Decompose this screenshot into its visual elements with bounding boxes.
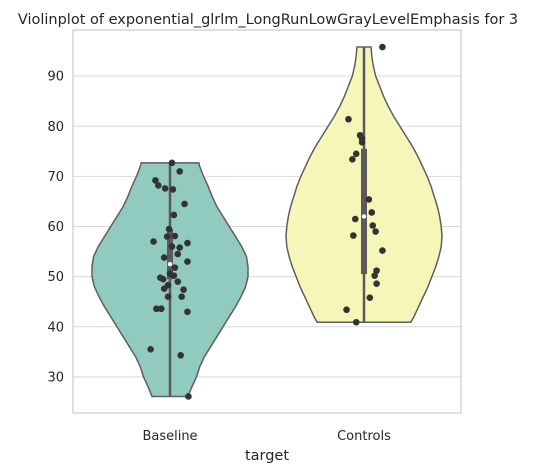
data-point — [184, 239, 191, 247]
data-point — [379, 43, 386, 51]
data-point — [171, 232, 179, 240]
y-tick-label: 60 — [47, 220, 64, 235]
data-point — [163, 233, 171, 240]
y-tick-labels: 30 40 50 60 70 80 90 — [47, 70, 64, 386]
x-tick-labels: Baseline Controls — [142, 429, 391, 444]
data-point — [168, 159, 176, 167]
data-point — [368, 209, 376, 216]
data-point — [373, 267, 380, 274]
data-point — [152, 177, 159, 184]
data-point — [181, 200, 188, 208]
plot-frame — [72, 29, 462, 414]
data-point — [165, 225, 173, 233]
data-point — [170, 211, 178, 219]
data-point — [351, 215, 359, 223]
data-point — [169, 186, 177, 193]
data-point — [366, 294, 374, 302]
data-point — [170, 272, 178, 279]
data-point — [160, 285, 168, 292]
data-point — [174, 278, 182, 285]
y-tick-label: 90 — [47, 70, 64, 85]
data-point — [369, 222, 377, 229]
data-point — [365, 196, 373, 203]
x-tick-label-baseline: Baseline — [142, 429, 197, 444]
data-point — [161, 185, 169, 192]
data-point — [176, 168, 183, 175]
y-tick-label: 70 — [47, 170, 64, 185]
data-point — [159, 275, 167, 283]
data-point — [164, 293, 172, 301]
data-point — [171, 264, 179, 271]
data-point — [176, 244, 183, 251]
y-tick-label: 80 — [47, 120, 64, 135]
data-point — [178, 293, 185, 301]
data-point — [177, 352, 184, 359]
median-marker-controls — [361, 214, 367, 219]
median-marker-baseline — [167, 261, 173, 267]
x-tick-label-controls: Controls — [337, 429, 391, 444]
data-point — [184, 308, 191, 316]
y-tick-label: 30 — [47, 370, 64, 385]
data-point — [147, 346, 154, 353]
data-point — [352, 318, 360, 326]
data-point — [168, 243, 176, 250]
data-point — [373, 280, 380, 287]
data-point — [174, 250, 182, 258]
data-point — [349, 156, 356, 163]
data-point — [352, 150, 360, 158]
data-point — [379, 247, 386, 254]
data-point — [157, 305, 165, 313]
data-point — [153, 305, 160, 313]
data-point — [150, 238, 157, 245]
violins — [91, 46, 443, 398]
data-point — [371, 272, 378, 279]
data-point — [345, 115, 352, 123]
data-point — [184, 258, 191, 265]
strip-points — [147, 43, 386, 400]
data-point — [155, 182, 162, 189]
data-point — [358, 138, 366, 146]
y-tick-label: 50 — [47, 270, 64, 285]
data-point — [343, 306, 350, 314]
chart-title: Violinplot of exponential_glrlm_LongRunL… — [18, 12, 518, 28]
x-axis-label: target — [245, 448, 289, 464]
y-tick-label: 40 — [47, 320, 64, 335]
data-point — [185, 393, 192, 400]
data-point — [180, 286, 187, 293]
data-point — [350, 232, 357, 239]
data-point — [372, 228, 379, 235]
data-point — [160, 254, 168, 261]
